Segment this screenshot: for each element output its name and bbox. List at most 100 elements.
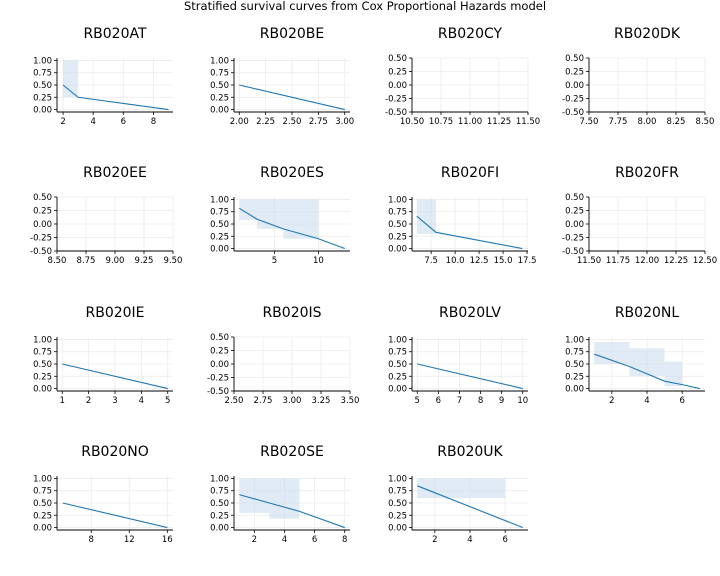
survival-line	[239, 84, 345, 111]
y-tick-label: 0.00	[388, 385, 407, 395]
y-tick-label: 0.75	[565, 348, 584, 358]
y-tick-label: 0.50	[210, 220, 229, 230]
x-tick-label: 8.50	[696, 117, 715, 127]
y-tick-label: 0.50	[210, 333, 229, 343]
x-tick-label: 2.50	[225, 396, 244, 406]
y-tick-label: -0.50	[562, 247, 584, 257]
panel-title: RB020IE	[85, 305, 144, 321]
x-tick-label: 8	[478, 396, 483, 406]
y-tick-label: 0.00	[210, 360, 229, 370]
x-tick-label: 10	[313, 256, 324, 266]
panel-rb020fi: RB020FI 0.00 0.25 0.50 0.75 1.00 7.5 10.0 12.5 15…	[388, 165, 536, 266]
x-tick-label: 2	[609, 396, 614, 406]
y-tick-label: 1.00	[210, 474, 229, 484]
panel-rb020ie: RB020IE 0.00 0.25 0.50 0.75 1.00 1 2 3 4 5	[33, 305, 173, 406]
panel-rb020es: RB020ES 0.00 0.25 0.50 0.75 1.00 5 10	[210, 165, 350, 266]
y-tick-label: 0.00	[388, 524, 407, 534]
y-tick-label: 0.75	[210, 69, 229, 79]
x-tick-label: 9	[499, 396, 504, 406]
y-tick-label: 0.00	[33, 385, 52, 395]
confidence-band	[416, 199, 436, 244]
x-tick-label: 8.75	[77, 256, 96, 266]
y-tick-label: 1.00	[33, 56, 52, 66]
y-tick-label: 0.75	[210, 487, 229, 497]
y-tick-label: 0.00	[33, 524, 52, 534]
x-tick-label: 9.50	[164, 256, 183, 266]
x-tick-label: 1	[60, 396, 65, 406]
y-tick-label: 0.50	[33, 499, 52, 509]
y-tick-label: -0.25	[30, 234, 52, 244]
panel-rb020dk: RB020DK -0.50 -0.25 0.00 0.25 0.50 7.50 7.75 8.0…	[562, 26, 714, 127]
panels: RB020AT 0.00 0.25 0.50 0.75 1.00 2 4 6 8 RB020BE 0.…	[30, 26, 717, 545]
survival-line	[417, 363, 523, 390]
x-tick-label: 5	[415, 396, 420, 406]
x-tick-label: 7.50	[580, 117, 599, 127]
y-tick-label: 0.00	[210, 106, 229, 116]
panel-title: RB020NL	[615, 305, 680, 321]
x-tick-label: 8.25	[667, 117, 686, 127]
panel-title: RB020ES	[260, 165, 324, 181]
y-tick-label: 0.50	[210, 499, 229, 509]
x-tick-label: 3.00	[283, 396, 302, 406]
x-tick-label: 2	[86, 396, 91, 406]
y-tick-label: 0.75	[388, 348, 407, 358]
x-tick-label: 3	[112, 396, 117, 406]
panel-title: RB020AT	[83, 26, 147, 42]
panel-rb020no: RB020NO 0.00 0.25 0.50 0.75 1.00 8 12 16	[33, 444, 173, 545]
y-tick-label: 0.25	[33, 207, 52, 217]
y-tick-label: 0.50	[565, 54, 584, 64]
panel-title: RB020FR	[615, 165, 679, 181]
x-tick-label: 2.75	[309, 117, 328, 127]
x-tick-label: 2.50	[283, 117, 302, 127]
panel-title: RB020IS	[262, 305, 321, 321]
y-tick-label: 1.00	[210, 195, 229, 205]
confidence-band	[239, 478, 300, 525]
y-tick-label: 0.00	[33, 106, 52, 116]
x-tick-label: 10.50	[400, 117, 424, 127]
panel-title: RB020DK	[614, 26, 681, 42]
x-tick-label: 8.00	[638, 117, 657, 127]
x-tick-label: 3.00	[335, 117, 354, 127]
panel-rb020is: RB020IS -0.50 -0.25 0.00 0.25 0.50 2.50 2.75 3.0…	[207, 305, 359, 406]
panel-rb020uk: RB020UK 0.00 0.25 0.50 0.75 1.00 2 4 6	[388, 444, 528, 545]
x-tick-label: 2.00	[230, 117, 249, 127]
panel-rb020be: RB020BE 0.00 0.25 0.50 0.75 1.00 2.00 2.25 2.50 2…	[210, 26, 354, 127]
x-tick-label: 11.00	[458, 117, 482, 127]
panel-rb020se: RB020SE 0.00 0.25 0.50 0.75 1.00 2 4 6 8	[210, 444, 350, 545]
panel-rb020nl: RB020NL 0.00 0.25 0.50 0.75 1.00 2 4 6	[565, 305, 705, 406]
y-tick-label: 0.25	[33, 372, 52, 382]
panel-title: RB020BE	[260, 26, 325, 42]
y-tick-label: 0.50	[565, 360, 584, 370]
x-tick-label: 11.50	[516, 117, 540, 127]
survival-line	[62, 363, 168, 390]
x-tick-label: 4	[90, 117, 95, 127]
x-tick-label: 2	[432, 535, 437, 545]
x-tick-label: 12.50	[693, 256, 717, 266]
x-tick-label: 7	[457, 396, 462, 406]
x-tick-label: 8	[151, 117, 156, 127]
y-tick-label: 0.50	[565, 193, 584, 203]
x-tick-label: 8	[89, 535, 94, 545]
y-tick-label: 0.25	[210, 511, 229, 521]
y-tick-label: 1.00	[388, 335, 407, 345]
x-tick-label: 11.75	[606, 256, 630, 266]
x-tick-label: 2.25	[256, 117, 275, 127]
confidence-band	[417, 478, 506, 528]
y-tick-label: 1.00	[388, 195, 407, 205]
panel-rb020fr: RB020FR -0.50 -0.25 0.00 0.25 0.50 11.50 11.75 1…	[562, 165, 717, 266]
x-tick-label: 15.0	[494, 256, 513, 266]
confidence-band	[239, 199, 319, 247]
panel-title: RB020NO	[81, 444, 149, 460]
x-tick-label: 2	[60, 117, 65, 127]
panel-rb020ee: RB020EE -0.50 -0.25 0.00 0.25 0.50 8.50 8.75 9.0…	[30, 165, 182, 266]
y-tick-label: 0.00	[210, 245, 229, 255]
survival-line	[62, 84, 169, 111]
y-tick-label: -0.50	[30, 247, 52, 257]
y-tick-label: 0.50	[388, 360, 407, 370]
x-tick-label: 6	[436, 396, 441, 406]
y-tick-label: -0.25	[562, 95, 584, 105]
y-tick-label: 0.75	[388, 487, 407, 497]
x-tick-label: 16	[162, 535, 173, 545]
y-tick-label: 0.50	[33, 360, 52, 370]
